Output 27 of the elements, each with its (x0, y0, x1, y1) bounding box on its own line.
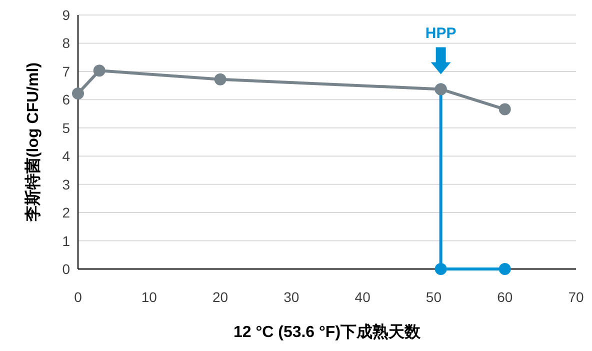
y-tick-label: 8 (62, 35, 70, 52)
y-axis-title: 李斯特菌(log CFU/ml) (24, 62, 42, 223)
x-tick-label: 70 (568, 289, 584, 305)
x-tick-label: 60 (497, 289, 513, 305)
annotation: HPP (425, 25, 456, 42)
x-tick-label: 20 (212, 289, 228, 305)
y-tick-label: 6 (62, 92, 70, 108)
y-tick-label: 0 (62, 261, 70, 277)
point (498, 103, 511, 116)
y-tick-label: 1 (62, 232, 70, 249)
x-axis-title: 12 °C (53.6 °F)下成熟天数 (233, 323, 422, 341)
point (498, 263, 511, 275)
point (93, 64, 106, 77)
x-tick-label: 30 (284, 289, 300, 305)
x-tick-label: 40 (354, 289, 371, 305)
y-tick-label: 4 (62, 148, 70, 164)
y-tick-label: 2 (62, 204, 70, 221)
y-tick-label: 3 (62, 176, 70, 192)
point (434, 263, 447, 275)
point (214, 73, 226, 86)
y-tick-label: 9 (62, 7, 70, 23)
y-tick-label: 7 (62, 63, 70, 80)
x-tick-label: 50 (426, 289, 442, 305)
x-tick-label: 10 (141, 289, 158, 305)
x-tick-label: 0 (74, 289, 82, 305)
y-tick-label: 5 (62, 120, 70, 136)
point (72, 87, 84, 100)
